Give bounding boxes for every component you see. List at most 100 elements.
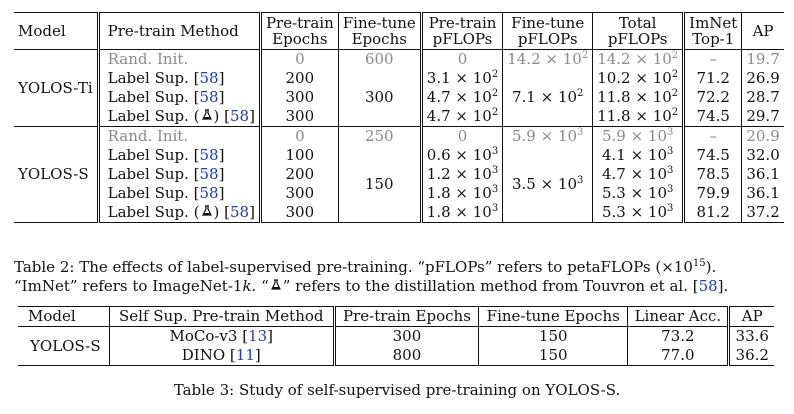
t3-pt-epochs-1: 800 bbox=[334, 346, 480, 366]
total-pflops-cell: 11.8 × 102 bbox=[592, 107, 686, 127]
header-total-pflops: Total pFLOPs bbox=[592, 12, 686, 50]
ft-pflops-cell: 5.9 × 103 bbox=[502, 126, 594, 146]
table-row: Label Sup. [58] 100 150 0.6 × 103 3.5 × 103 4… bbox=[14, 146, 784, 223]
pt-pflops-cell: 0 bbox=[421, 49, 504, 69]
total-pflops-cell: 14.2 × 102 bbox=[592, 49, 686, 69]
imnet-cell: 78.5 bbox=[683, 165, 743, 184]
header-model: Model bbox=[14, 12, 100, 50]
ft-epochs-cell: 600 bbox=[338, 49, 423, 69]
method-cell: Label Sup. [58] bbox=[98, 69, 262, 88]
total-pflops-cell: 4.1 × 103 bbox=[592, 146, 686, 165]
method-cell: Rand. Init. bbox=[98, 49, 262, 69]
ap-cell: 20.9 bbox=[746, 127, 780, 145]
method-cell: Label Sup. () [58] bbox=[98, 203, 262, 223]
method-cell: Rand. Init. bbox=[98, 126, 262, 146]
t3-ap-0: 33.6 bbox=[735, 327, 769, 345]
pt-pflops-cell: 4.7 × 102 bbox=[421, 107, 504, 127]
pt-epochs-cell: 300 bbox=[260, 203, 339, 223]
pt-pflops-cell: 0.6 × 103 bbox=[421, 146, 504, 165]
pt-epochs-cell: 100 bbox=[260, 146, 339, 165]
table-row: YOLOS-S Rand. Init. 0 250 0 5.9 × 103 5.9 × 10… bbox=[14, 126, 784, 223]
table-row: YOLOS-Ti Rand. Init. 0 600 0 14.2 × 102 14.2 ×… bbox=[14, 49, 784, 127]
imnet-cell: 74.5 bbox=[683, 146, 743, 165]
t3-linear-0: 73.2 bbox=[627, 326, 731, 346]
ft-epochs-cell: 250 bbox=[338, 126, 423, 146]
pt-pflops-cell: 3.1 × 102 bbox=[421, 69, 504, 88]
total-pflops-cell: 10.2 × 102 bbox=[592, 69, 686, 88]
ft-epochs-cell: 150 bbox=[338, 146, 423, 223]
pt-pflops-cell: 0 bbox=[421, 126, 504, 146]
t3-header-method: Self Sup. Pre-train Method bbox=[109, 306, 336, 327]
method-cell: Label Sup. [58] bbox=[98, 146, 262, 165]
pt-pflops-cell: 1.8 × 103 bbox=[421, 203, 504, 223]
pt-pflops-cell: 1.8 × 103 bbox=[421, 184, 504, 203]
ap-cell: 36.1 bbox=[746, 184, 780, 202]
table-2: Model Pre-train Method Pre-train Epochs F… bbox=[14, 12, 784, 223]
ap-cell: 37.2 bbox=[746, 203, 780, 221]
pt-pflops-cell: 4.7 × 102 bbox=[421, 88, 504, 107]
t3-header-ft-epochs: Fine-tune Epochs bbox=[478, 306, 629, 327]
method-cell: Label Sup. [58] bbox=[98, 184, 262, 203]
imnet-cell: 72.2 bbox=[683, 88, 743, 107]
alembic-icon bbox=[269, 277, 283, 296]
ft-pflops-cell: 14.2 × 102 bbox=[502, 49, 594, 69]
header-pt-pflops: Pre-train pFLOPs bbox=[421, 12, 504, 50]
t3-header-linear: Linear Acc. bbox=[627, 306, 731, 327]
ap-cell: 32.0 bbox=[746, 146, 780, 164]
table-2-body: YOLOS-Ti Rand. Init. 0 600 0 14.2 × 102 14.2 ×… bbox=[14, 49, 784, 223]
table-3: Model Self Sup. Pre-train Method Pre-tra… bbox=[18, 306, 774, 366]
ft-pflops-cell: 7.1 × 102 bbox=[502, 69, 594, 127]
ap-cell: 29.7 bbox=[746, 107, 780, 125]
ap-cell: 28.7 bbox=[746, 88, 780, 106]
pt-epochs-cell: 200 bbox=[260, 69, 339, 88]
t3-header-pt-epochs: Pre-train Epochs bbox=[334, 306, 480, 327]
pt-epochs-cell: 300 bbox=[260, 107, 339, 127]
imnet-cell: 74.5 bbox=[683, 107, 743, 127]
table-row: Label Sup. [58] 300 4.7 × 102 11.8 × 102 72.… bbox=[14, 88, 784, 107]
t3-ft-epochs-0: 150 bbox=[478, 326, 629, 346]
total-pflops-cell: 4.7 × 103 bbox=[592, 165, 686, 184]
pt-pflops-cell: 1.2 × 103 bbox=[421, 165, 504, 184]
pt-epochs-cell: 0 bbox=[260, 126, 339, 146]
imnet-cell: 79.9 bbox=[683, 184, 743, 203]
ft-pflops-cell: 3.5 × 103 bbox=[502, 146, 594, 223]
ap-cell: 26.9 bbox=[746, 69, 780, 87]
method-cell: Label Sup. () [58] bbox=[98, 107, 262, 127]
t3-pt-epochs-0: 300 bbox=[334, 326, 480, 346]
imnet-cell: – bbox=[683, 49, 743, 69]
pt-epochs-cell: 300 bbox=[260, 88, 339, 107]
table-row: Label Sup. [58] 300 1.8 × 103 5.3 × 103 79.9… bbox=[14, 184, 784, 203]
ft-epochs-cell: 300 bbox=[338, 69, 423, 127]
header-ap: AP bbox=[752, 22, 774, 40]
imnet-cell: 71.2 bbox=[683, 69, 743, 88]
pt-epochs-cell: 0 bbox=[260, 49, 339, 69]
ap-cell: 19.7 bbox=[746, 50, 780, 68]
header-imnet: ImNet Top-1 bbox=[683, 12, 743, 50]
header-ft-epochs: Fine-tune Epochs bbox=[338, 12, 423, 50]
total-pflops-cell: 5.3 × 103 bbox=[592, 184, 686, 203]
t3-model: YOLOS-S bbox=[18, 326, 110, 366]
t3-header-model: Model bbox=[18, 306, 110, 327]
total-pflops-cell: 5.3 × 103 bbox=[592, 203, 686, 223]
imnet-cell: 81.2 bbox=[683, 203, 743, 223]
alembic-icon bbox=[200, 107, 214, 126]
total-pflops-cell: 5.9 × 103 bbox=[592, 126, 686, 146]
t3-linear-1: 77.0 bbox=[627, 346, 731, 366]
table-row: Label Sup. () [58] 300 1.8 × 103 5.3 × 103 8… bbox=[14, 203, 784, 223]
header-pt-epochs: Pre-train Epochs bbox=[260, 12, 339, 50]
t3-method-0: MoCo-v3 [13] bbox=[109, 326, 336, 346]
imnet-cell: – bbox=[683, 126, 743, 146]
t3-ap-1: 36.2 bbox=[735, 346, 769, 364]
method-cell: Label Sup. [58] bbox=[98, 88, 262, 107]
total-pflops-cell: 11.8 × 102 bbox=[592, 88, 686, 107]
alembic-icon bbox=[200, 203, 214, 222]
t3-ft-epochs-1: 150 bbox=[478, 346, 629, 366]
pt-epochs-cell: 200 bbox=[260, 165, 339, 184]
ap-cell: 36.1 bbox=[746, 165, 780, 183]
t3-header-ap: AP bbox=[741, 307, 763, 325]
header-ft-pflops: Fine-tune pFLOPs bbox=[502, 12, 594, 50]
table-row: Label Sup. [58] 200 1.2 × 103 4.7 × 103 78.5… bbox=[14, 165, 784, 184]
model-cell: YOLOS-Ti bbox=[14, 49, 100, 127]
table-row: Label Sup. [58] 200 300 3.1 × 102 7.1 × 102 1… bbox=[14, 69, 784, 127]
table-3-caption: Table 3: Study of self-supervised pre-tr… bbox=[173, 381, 621, 399]
